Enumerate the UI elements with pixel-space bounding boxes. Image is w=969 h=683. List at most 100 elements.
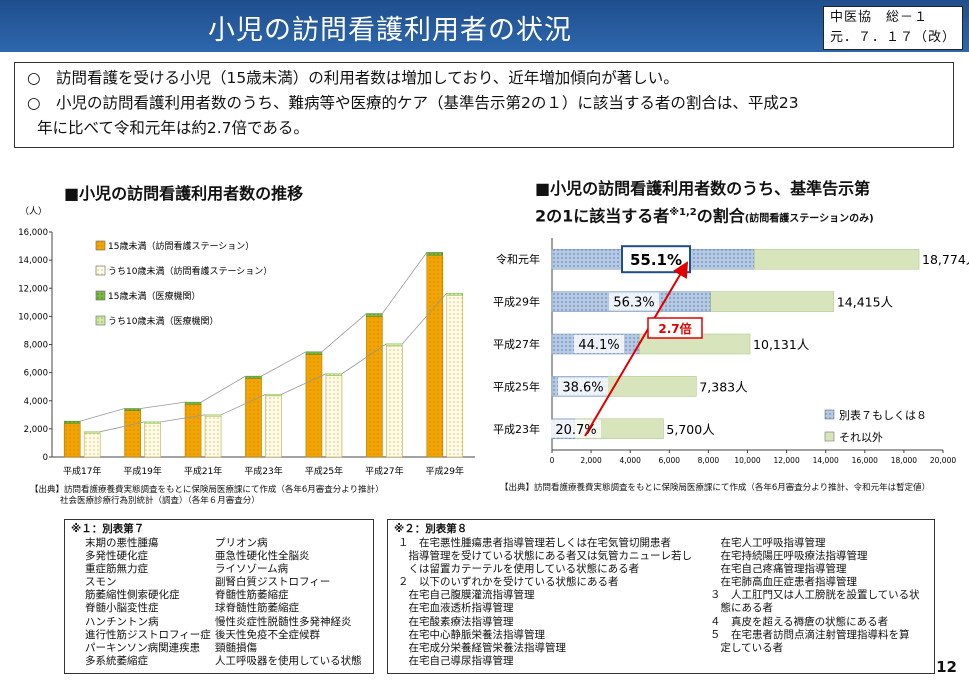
- left-y-tick-label: 14,000: [18, 256, 48, 266]
- page-number: 12: [936, 658, 957, 676]
- left-y-tick-label: 2,000: [24, 425, 48, 435]
- right-chart-title-line1: ■小児の訪問看護利用者数のうち、基準告示第: [535, 179, 871, 198]
- bar-10-station: [265, 395, 282, 458]
- disease-item: 亜急性硬化性全脳炎: [215, 550, 310, 563]
- left-legend-label: うち10歳未満（訪問看護ステーション）: [108, 265, 272, 277]
- left-bars: [63, 252, 464, 458]
- bar-15-hospital: [305, 351, 323, 355]
- left-x-tick-label: 平成25年: [305, 465, 343, 477]
- right-x-tick-label: 20,000: [930, 456, 956, 465]
- disease-item: 頸髄損傷: [215, 641, 257, 654]
- right-legend-swatch: [824, 431, 835, 442]
- bar-15-station: [63, 422, 81, 458]
- left-legend-label: うち10歳未満（医療機関）: [108, 315, 218, 327]
- bar-15-station: [245, 377, 262, 458]
- percent-label: 56.3%: [613, 296, 654, 311]
- right-chart-title-line2: 2の1に該当する者※1,2の割合(訪問看護ステーションのみ): [535, 201, 955, 231]
- left-y-tick-label: 16,000: [18, 228, 48, 238]
- bar-10-station: [446, 294, 464, 458]
- bar-15-hospital: [63, 420, 81, 424]
- disease-item: 脊髄性筋萎縮症: [215, 589, 289, 602]
- right-title-note: (訪問看護ステーションのみ): [744, 213, 874, 225]
- connector-15: [200, 375, 246, 403]
- care-item: 在宅成分栄養経管栄養法指導管理: [398, 641, 566, 654]
- summary-line-2: ○ 小児の訪問看護利用者数のうち、難病等や医療的ケア（基準告示第2の１）に該当す…: [27, 94, 799, 112]
- connector-15: [382, 252, 428, 314]
- percent-label-bg: [609, 292, 659, 311]
- right-source: 【出典】訪問看護療養費実態調査をもとに保険局医療課にて作成（各年6月審査分より推…: [500, 483, 931, 493]
- right-axes: 0 2,000 4,000 6,000 8,000 10,000 12,000 14,000 1…: [493, 238, 956, 465]
- left-legend-label: 15歳未満（医療機関）: [108, 290, 200, 302]
- percent-label-bg: [558, 377, 608, 396]
- bar-10-hospital: [83, 431, 101, 434]
- bar-10-station: [386, 345, 403, 458]
- right-y-tick-label: 平成25年: [493, 379, 540, 393]
- care-item: 指導管理を受けている状態にある者又は気管カニューレ若し: [398, 550, 692, 563]
- left-x-tick-label: 平成27年: [365, 465, 403, 477]
- left-legend: 15歳未満（訪問看護ステーション） うち10歳未満（訪問看護ステーション） 15歳未…: [95, 240, 272, 327]
- left-legend-swatch: [95, 240, 106, 251]
- left-x-tick-label: 平成17年: [63, 465, 101, 477]
- doc-code-line1: 中医協 総－１: [830, 10, 929, 25]
- document-code-box: 中医協 総－１ 元．７．１７（改）: [823, 6, 963, 50]
- left-x-tick-label: 平成21年: [184, 465, 222, 477]
- title-band: [0, 0, 969, 52]
- left-x-tick-label: 平成19年: [123, 465, 161, 477]
- left-source: 【出典】訪問看護療養費実態調査をもとに保険局医療課にて作成（各年6月審査分より推…: [30, 485, 384, 507]
- bar-10-station: [204, 415, 222, 458]
- care-item: ５ 在宅患者訪問点滴注射管理指導料を算: [710, 628, 910, 641]
- bar-15-station: [366, 316, 383, 458]
- bar-10-station: [83, 432, 101, 458]
- bar-15-station: [184, 403, 202, 458]
- right-legend: 別表７もしくは８ それ以外: [824, 408, 927, 444]
- bar-10-station: [144, 422, 161, 458]
- notes-table-8: ※２：別表第８ １ 在宅悪性腫瘍患者指導管理若しくは在宅気管切開患者 指導管理を…: [387, 519, 935, 674]
- bar-15-station: [305, 354, 323, 458]
- care-item: 在宅自己導尿指導管理: [398, 654, 514, 667]
- bar-10-hospital: [144, 421, 161, 424]
- notes-7-heading: ※１：別表第７: [71, 523, 145, 535]
- disease-item: 球脊髄性筋萎縮症: [215, 602, 299, 615]
- left-source-line2: 社会医療診療行為別統計（調査）（各年６月審査分）: [60, 496, 260, 506]
- left-y-tick-label: 12,000: [18, 284, 48, 294]
- bar-other: [710, 291, 835, 312]
- disease-item: 末期の悪性腫瘍: [85, 537, 159, 549]
- left-legend-label: 15歳未満（訪問看護ステーション）: [108, 240, 254, 252]
- total-label: 18,774人: [922, 252, 969, 267]
- care-item: 在宅人工呼吸指導管理: [710, 537, 826, 549]
- left-y-tick-label: 6,000: [24, 369, 48, 379]
- trend-arrow: [584, 261, 689, 437]
- right-chart-title: ■小児の訪問看護利用者数のうち、基準告示第 2の1に該当する者※1,2の割合(訪…: [535, 177, 955, 231]
- disease-item: 脊髄小脳変性症: [85, 602, 159, 615]
- bar-10-station: [325, 375, 343, 458]
- right-title-part-b: の割合: [696, 206, 745, 226]
- percent-label: 55.1%: [630, 251, 682, 269]
- doc-code-line2: 元．７．１７（改）: [830, 30, 957, 45]
- left-y-tick-label: 4,000: [24, 397, 48, 407]
- connector-10: [100, 421, 145, 433]
- total-label: 7,383人: [699, 379, 748, 394]
- right-x-tick-label: 6,000: [659, 456, 681, 465]
- bar-15-hospital: [366, 313, 383, 317]
- right-x-tick-label: 4,000: [619, 456, 641, 465]
- left-legend-swatch: [95, 315, 106, 326]
- notes-7-col1: 末期の悪性腫瘍 多発性硬化症 重症筋無力症 スモン 筋萎縮性側索硬化症 脊髄小脳変性症 ハン…: [85, 537, 211, 668]
- percent-label: 38.6%: [562, 380, 603, 395]
- connector-10: [220, 394, 266, 416]
- right-x-tick-label: 16,000: [852, 456, 878, 465]
- left-legend-swatch: [95, 290, 106, 301]
- right-x-tick-label: 10,000: [734, 456, 760, 465]
- disease-item: ライソゾーム病: [215, 563, 289, 576]
- left-axes: 0 2,000 4,000 6,000 8,000 10,000 12,000 14,000 1…: [18, 228, 475, 477]
- right-legend-label: それ以外: [839, 431, 883, 444]
- left-source-line1: 【出典】訪問看護療養費実態調査をもとに保険局医療課にて作成（各年6月審査分より推…: [30, 485, 384, 495]
- left-legend-swatch: [95, 265, 106, 276]
- care-item: 在宅血液透析指導管理: [398, 602, 514, 615]
- connector-15: [321, 313, 367, 353]
- connector-15: [261, 351, 307, 377]
- notes-8-col2: 在宅人工呼吸指導管理 在宅持続陽圧呼吸療法指導管理 在宅自己疼痛管理指導管理 在…: [710, 537, 920, 655]
- left-x-tick-label: 平成29年: [426, 465, 464, 477]
- care-item: 在宅自己疼痛管理指導管理: [710, 563, 847, 576]
- connector-10: [281, 373, 327, 395]
- left-y-tick-label: 10,000: [18, 312, 48, 322]
